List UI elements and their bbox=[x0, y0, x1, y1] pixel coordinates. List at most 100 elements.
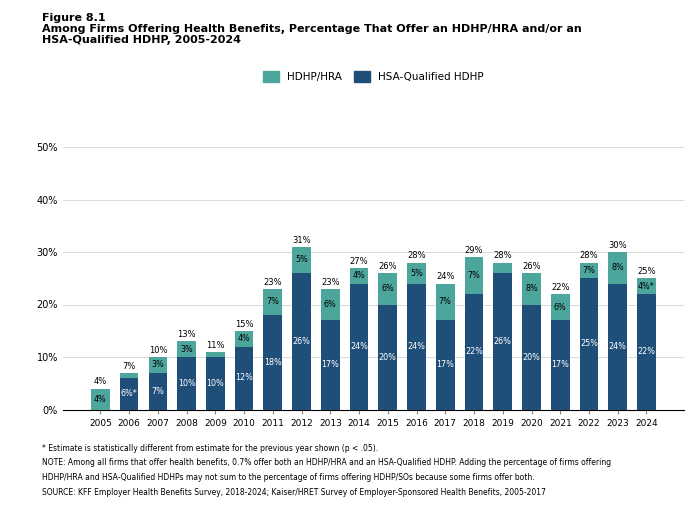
Text: NOTE: Among all firms that offer health benefits, 0.7% offer both an HDHP/HRA an: NOTE: Among all firms that offer health … bbox=[42, 458, 611, 467]
Bar bbox=[350, 284, 369, 410]
Text: 10%: 10% bbox=[207, 379, 224, 388]
Bar bbox=[91, 388, 110, 410]
Text: 26%: 26% bbox=[292, 337, 311, 346]
Bar bbox=[493, 273, 512, 410]
Bar bbox=[292, 247, 311, 273]
Text: 26%: 26% bbox=[493, 337, 512, 346]
Bar bbox=[378, 304, 397, 410]
Bar bbox=[149, 373, 168, 410]
Text: 27%: 27% bbox=[350, 257, 369, 266]
Text: 24%: 24% bbox=[609, 342, 627, 351]
Text: 28%: 28% bbox=[407, 251, 426, 260]
Text: 30%: 30% bbox=[609, 241, 627, 250]
Text: 23%: 23% bbox=[264, 278, 282, 287]
Text: 4%: 4% bbox=[238, 334, 251, 343]
Bar bbox=[609, 284, 627, 410]
Bar bbox=[120, 373, 138, 378]
Bar bbox=[120, 378, 138, 410]
Text: * Estimate is statistically different from estimate for the previous year shown : * Estimate is statistically different fr… bbox=[42, 444, 378, 453]
Text: 29%: 29% bbox=[465, 246, 483, 255]
Bar bbox=[321, 289, 340, 320]
Bar bbox=[149, 357, 168, 373]
Text: 13%: 13% bbox=[177, 330, 196, 339]
Text: 7%: 7% bbox=[267, 297, 279, 307]
Bar bbox=[465, 257, 483, 294]
Text: SOURCE: KFF Employer Health Benefits Survey, 2018-2024; Kaiser/HRET Survey of Em: SOURCE: KFF Employer Health Benefits Sur… bbox=[42, 488, 546, 497]
Text: 7%: 7% bbox=[151, 386, 164, 396]
Text: 6%: 6% bbox=[381, 284, 394, 293]
Bar bbox=[579, 278, 598, 410]
Text: 25%: 25% bbox=[580, 339, 598, 349]
Text: 22%: 22% bbox=[465, 347, 483, 356]
Bar bbox=[206, 357, 225, 410]
Text: 5%: 5% bbox=[410, 268, 423, 278]
Bar bbox=[522, 273, 541, 304]
Text: 22%: 22% bbox=[551, 283, 570, 292]
Bar bbox=[264, 315, 282, 410]
Text: 7%: 7% bbox=[122, 362, 136, 371]
Text: 10%: 10% bbox=[178, 379, 195, 388]
Text: 3%: 3% bbox=[151, 360, 164, 370]
Text: 6%*: 6%* bbox=[121, 389, 138, 398]
Bar bbox=[235, 346, 253, 410]
Bar bbox=[407, 284, 426, 410]
Text: 23%: 23% bbox=[321, 278, 340, 287]
Bar bbox=[177, 341, 196, 357]
Bar bbox=[350, 268, 369, 284]
Bar bbox=[407, 262, 426, 284]
Text: 7%: 7% bbox=[439, 297, 452, 307]
Text: 3%: 3% bbox=[180, 344, 193, 354]
Text: 5%: 5% bbox=[295, 255, 308, 265]
Text: HSA-Qualified HDHP, 2005-2024: HSA-Qualified HDHP, 2005-2024 bbox=[42, 35, 241, 45]
Bar bbox=[206, 352, 225, 357]
Bar bbox=[609, 252, 627, 284]
Bar bbox=[378, 273, 397, 304]
Bar bbox=[292, 273, 311, 410]
Bar bbox=[637, 294, 656, 410]
Text: 24%: 24% bbox=[350, 342, 368, 351]
Bar bbox=[551, 320, 570, 410]
Text: 6%: 6% bbox=[324, 300, 336, 309]
Bar bbox=[235, 331, 253, 346]
Text: 10%: 10% bbox=[149, 346, 167, 355]
Text: 17%: 17% bbox=[321, 360, 339, 370]
Text: HDHP/HRA and HSA-Qualified HDHPs may not sum to the percentage of firms offering: HDHP/HRA and HSA-Qualified HDHPs may not… bbox=[42, 473, 535, 482]
Text: 12%: 12% bbox=[235, 373, 253, 383]
Text: 22%: 22% bbox=[637, 347, 655, 356]
Text: 18%: 18% bbox=[264, 358, 282, 367]
Bar bbox=[637, 278, 656, 294]
Bar bbox=[551, 294, 570, 320]
Text: 6%: 6% bbox=[554, 302, 567, 312]
Text: 7%: 7% bbox=[468, 271, 480, 280]
Text: 20%: 20% bbox=[379, 352, 396, 362]
Text: 11%: 11% bbox=[206, 341, 225, 350]
Text: 20%: 20% bbox=[523, 352, 540, 362]
Text: 17%: 17% bbox=[436, 360, 454, 370]
Bar bbox=[465, 294, 483, 410]
Text: 17%: 17% bbox=[551, 360, 569, 370]
Text: 31%: 31% bbox=[292, 236, 311, 245]
Text: 8%: 8% bbox=[611, 263, 624, 272]
Bar bbox=[436, 320, 454, 410]
Bar bbox=[522, 304, 541, 410]
Text: 25%: 25% bbox=[637, 267, 655, 276]
Text: 4%: 4% bbox=[94, 394, 107, 404]
Bar bbox=[264, 289, 282, 315]
Legend: HDHP/HRA, HSA-Qualified HDHP: HDHP/HRA, HSA-Qualified HDHP bbox=[263, 71, 484, 82]
Text: 7%: 7% bbox=[583, 266, 595, 275]
Bar bbox=[177, 357, 196, 410]
Text: Figure 8.1: Figure 8.1 bbox=[42, 13, 105, 23]
Text: 26%: 26% bbox=[522, 262, 541, 271]
Text: 24%: 24% bbox=[436, 272, 454, 281]
Text: 28%: 28% bbox=[493, 251, 512, 260]
Text: 15%: 15% bbox=[235, 320, 253, 329]
Text: Among Firms Offering Health Benefits, Percentage That Offer an HDHP/HRA and/or a: Among Firms Offering Health Benefits, Pe… bbox=[42, 24, 581, 34]
Text: 24%: 24% bbox=[408, 342, 426, 351]
Bar bbox=[493, 262, 512, 273]
Text: 4%*: 4%* bbox=[638, 281, 655, 291]
Text: 26%: 26% bbox=[378, 262, 397, 271]
Bar bbox=[321, 320, 340, 410]
Text: 28%: 28% bbox=[579, 251, 598, 260]
Bar bbox=[436, 284, 454, 320]
Text: 4%: 4% bbox=[352, 271, 366, 280]
